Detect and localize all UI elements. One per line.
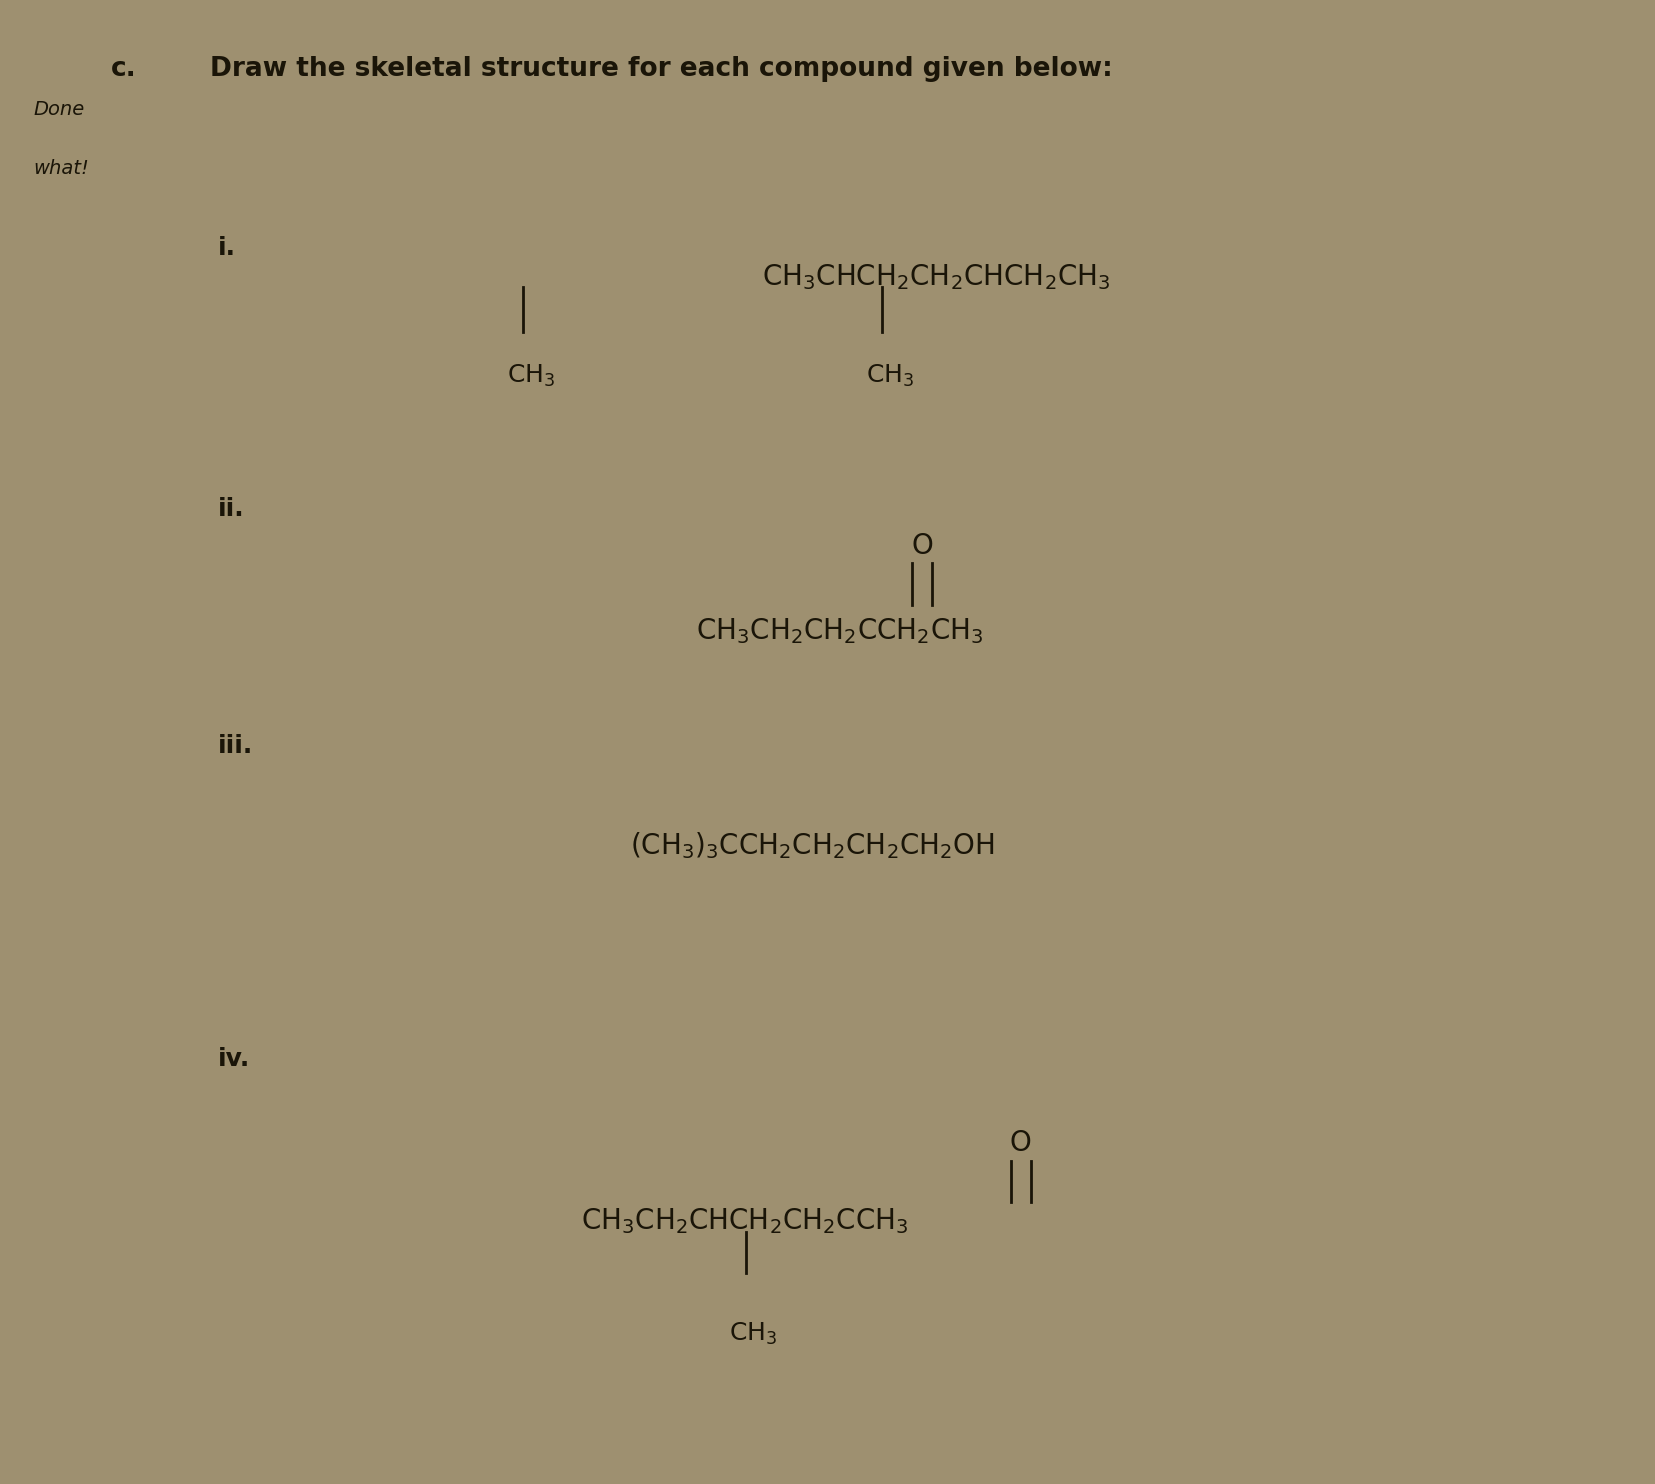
Text: Done: Done (33, 99, 84, 119)
Text: $\mathsf{CH_3CH_2CHCH_2CH_2CCH_3}$: $\mathsf{CH_3CH_2CHCH_2CH_2CCH_3}$ (581, 1206, 909, 1236)
Text: iii.: iii. (218, 735, 253, 758)
Text: O: O (910, 531, 932, 559)
Text: O: O (1010, 1129, 1031, 1158)
Text: $\mathsf{CH_3CH_2CH_2CCH_2CH_3}$: $\mathsf{CH_3CH_2CH_2CCH_2CH_3}$ (695, 616, 983, 646)
Text: $\mathsf{(CH_3)_3CCH_2CH_2CH_2CH_2OH}$: $\mathsf{(CH_3)_3CCH_2CH_2CH_2CH_2OH}$ (631, 830, 995, 861)
Text: $\mathsf{CH_3}$: $\mathsf{CH_3}$ (728, 1321, 776, 1346)
Text: $\mathsf{CH_3CHCH_2CH_2CHCH_2CH_3}$: $\mathsf{CH_3CHCH_2CH_2CHCH_2CH_3}$ (761, 263, 1111, 292)
Text: $\mathsf{CH_3}$: $\mathsf{CH_3}$ (506, 362, 554, 389)
Text: Draw the skeletal structure for each compound given below:: Draw the skeletal structure for each com… (210, 56, 1112, 82)
Text: iv.: iv. (218, 1048, 250, 1071)
Text: $\mathsf{CH_3}$: $\mathsf{CH_3}$ (866, 362, 914, 389)
Text: c.: c. (111, 56, 137, 82)
Text: ii.: ii. (218, 497, 245, 521)
Text: i.: i. (218, 236, 237, 260)
Text: what!: what! (33, 159, 89, 178)
